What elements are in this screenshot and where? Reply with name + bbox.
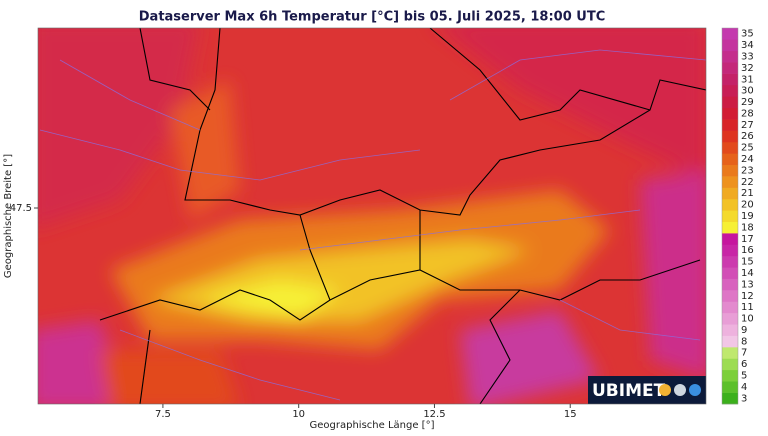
- colorbar-tick-label: 33: [741, 51, 754, 62]
- colorbar-cell: [722, 141, 738, 154]
- colorbar-cell: [722, 290, 738, 302]
- colorbar-cell: [722, 73, 738, 86]
- colorbar-tick-label: 16: [741, 245, 754, 256]
- colorbar-tick-label: 11: [741, 302, 754, 313]
- colorbar-cell: [722, 381, 738, 393]
- colorbar-tick-label: 6: [741, 359, 747, 370]
- colorbar-cell: [722, 187, 738, 200]
- colorbar-cell: [722, 39, 738, 52]
- colorbar-cell: [722, 369, 738, 382]
- colorbar-tick-label: 24: [741, 154, 754, 165]
- y-tick-label: 47.5: [10, 203, 32, 214]
- colorbar-tick-label: 12: [741, 291, 754, 302]
- colorbar-tick-label: 21: [741, 188, 754, 199]
- colorbar-tick-label: 9: [741, 325, 747, 336]
- x-axis-label: Geographische Länge [°]: [310, 420, 435, 431]
- colorbar-cell: [722, 267, 738, 279]
- x-tick-label: 15: [564, 409, 577, 420]
- colorbar-tick-label: 7: [741, 348, 747, 359]
- colorbar-tick-label: 22: [741, 177, 754, 188]
- colorbar-tick-label: 29: [741, 97, 754, 108]
- colorbar-cell: [722, 312, 738, 325]
- logo: UBIMET: [588, 376, 706, 404]
- colorbar-cell: [722, 221, 738, 234]
- colorbar-tick-label: 32: [741, 63, 754, 74]
- map-frame: [37, 27, 707, 405]
- colorbar-cell: [722, 210, 738, 222]
- colorbar-cell: [722, 255, 738, 268]
- colorbar-tick-label: 8: [741, 336, 747, 347]
- colorbar-tick-label: 20: [741, 200, 754, 211]
- colorbar-tick-label: 13: [741, 279, 754, 290]
- colorbar-cell: [722, 62, 738, 74]
- colorbar-tick-label: 15: [741, 257, 754, 268]
- colorbar-cell: [722, 301, 738, 314]
- colorbar-cell: [722, 324, 738, 336]
- x-tick-label: 12.5: [423, 409, 445, 420]
- colorbar-tick-label: 34: [741, 40, 754, 51]
- colorbar-cell: [722, 358, 738, 371]
- colorbar-cell: [722, 278, 738, 291]
- colorbar-cell: [722, 164, 738, 177]
- logo-text: UBIMET: [592, 381, 666, 401]
- colorbar-cell: [722, 335, 738, 348]
- y-axis-label: Geographische Breite [°]: [3, 154, 14, 278]
- colorbar-frame: [721, 27, 739, 405]
- colorbar-cell: [722, 130, 738, 143]
- colorbar-cell: [722, 233, 738, 245]
- colorbar-tick-label: 4: [741, 382, 747, 393]
- colorbar-tick-label: 10: [741, 314, 754, 325]
- colorbar-cell: [722, 50, 738, 63]
- colorbar-cell: [722, 392, 738, 405]
- colorbar-tick-label: 14: [741, 268, 754, 279]
- colorbar-tick-label: 30: [741, 86, 754, 97]
- colorbar-cell: [722, 84, 738, 97]
- colorbar-tick-label: 28: [741, 108, 754, 119]
- colorbar-tick-label: 18: [741, 222, 754, 233]
- colorbar-cell: [722, 96, 738, 109]
- colorbar-tick-label: 31: [741, 74, 754, 85]
- colorbar-cell: [722, 244, 738, 257]
- colorbar-cell: [722, 176, 738, 188]
- map-title: Dataserver Max 6h Temperatur [°C] bis 05…: [139, 10, 605, 25]
- x-tick-label: 7.5: [155, 409, 171, 420]
- colorbar-tick-label: 19: [741, 211, 754, 222]
- colorbar-tick-label: 17: [741, 234, 754, 245]
- colorbar-cell: [722, 28, 738, 40]
- colorbar-tick-label: 25: [741, 143, 754, 154]
- temperature-field: UBIMET: [38, 28, 706, 404]
- x-tick-label: 10: [292, 409, 305, 420]
- colorbar-cell: [722, 198, 738, 211]
- colorbar-tick-label: 26: [741, 131, 754, 142]
- colorbar-tick-label: 27: [741, 120, 754, 131]
- colorbar-cell: [722, 107, 738, 120]
- colorbar-cell: [722, 153, 738, 166]
- colorbar-cell: [722, 347, 738, 359]
- colorbar-tick-label: 35: [741, 29, 754, 40]
- colorbar-cell: [722, 119, 738, 131]
- colorbar-tick-label: 23: [741, 165, 754, 176]
- colorbar-tick-label: 3: [741, 393, 747, 404]
- colorbar-tick-label: 5: [741, 371, 747, 382]
